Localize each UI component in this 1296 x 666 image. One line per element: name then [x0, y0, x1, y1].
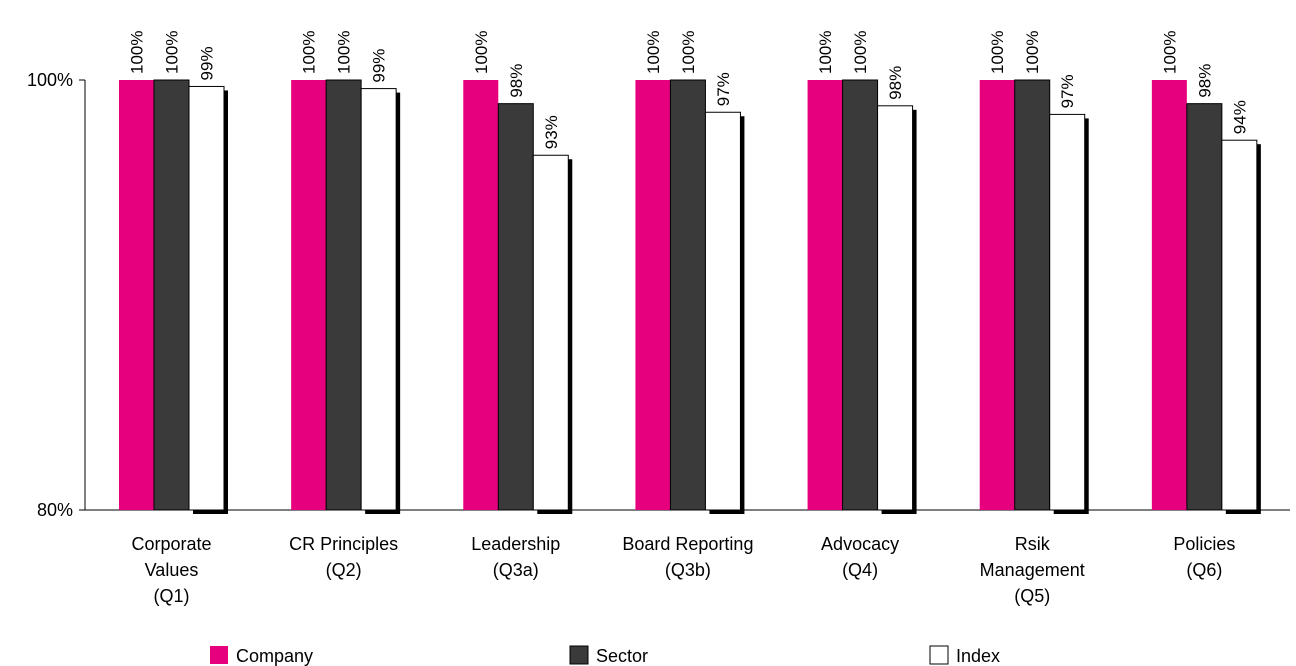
sector-bar — [325, 79, 362, 511]
category-label: (Q3b) — [665, 560, 711, 580]
category-label: Board Reporting — [622, 534, 753, 554]
index-data-label: 99% — [370, 49, 389, 83]
index-bar — [532, 154, 569, 511]
index-data-label: 94% — [1230, 100, 1249, 134]
company-bar — [291, 80, 327, 510]
y-tick-label: 100% — [27, 70, 73, 90]
sector-data-label: 98% — [1195, 64, 1214, 98]
sector-bar — [153, 79, 190, 511]
category-label: (Q2) — [326, 560, 362, 580]
index-data-label: 93% — [542, 115, 561, 149]
category-label: (Q5) — [1014, 586, 1050, 606]
category-label: (Q6) — [1186, 560, 1222, 580]
category-label: Rsik — [1015, 534, 1051, 554]
category-label: Values — [145, 560, 199, 580]
bars — [119, 79, 1261, 515]
sector-bar — [1014, 79, 1051, 511]
category-label: Advocacy — [821, 534, 899, 554]
sector-data-label: 100% — [679, 31, 698, 74]
company-data-label: 100% — [988, 31, 1007, 74]
company-data-label: 100% — [1160, 31, 1179, 74]
index-bar — [360, 88, 397, 511]
company-bar — [635, 80, 671, 510]
legend-swatch-index — [929, 645, 949, 665]
category-label: Corporate — [131, 534, 211, 554]
company-bar — [1151, 80, 1187, 510]
index-data-label: 99% — [198, 46, 217, 80]
legend: Company Sector Index — [210, 645, 1000, 666]
company-bar — [119, 80, 154, 510]
index-data-label: 97% — [714, 72, 733, 106]
company-data-label: 100% — [128, 31, 147, 74]
category-label: (Q4) — [842, 560, 878, 580]
index-bar — [1221, 139, 1258, 511]
sector-data-label: 100% — [851, 31, 870, 74]
company-bar — [807, 80, 843, 510]
sector-bar — [669, 79, 706, 511]
sector-data-label: 100% — [335, 31, 354, 74]
legend-label-sector: Sector — [596, 646, 648, 666]
y-tick-label: 80% — [37, 500, 73, 520]
category-label: Policies — [1173, 534, 1235, 554]
category-labels: Corporate Values (Q1) CR Principles (Q2) Lead… — [131, 534, 1235, 606]
sector-data-label: 100% — [1023, 31, 1042, 74]
category-label: (Q3a) — [493, 560, 539, 580]
index-data-label: 98% — [886, 66, 905, 100]
company-bar — [979, 80, 1015, 510]
legend-swatch-company — [210, 646, 228, 664]
data-labels: 100% 100% 99% 100% 100% 99% 100% 98% 93% 100% 100%… — [128, 31, 1250, 150]
sector-bar — [1186, 103, 1223, 511]
legend-swatch-sector — [569, 645, 589, 665]
company-data-label: 100% — [816, 31, 835, 74]
category-label: CR Principles — [289, 534, 398, 554]
index-data-label: 97% — [1058, 74, 1077, 108]
company-data-label: 100% — [644, 31, 663, 74]
category-label: Management — [980, 560, 1085, 580]
sector-bar — [497, 103, 534, 511]
category-label: (Q1) — [154, 586, 190, 606]
axes: 80% 100% — [27, 70, 1290, 520]
sector-bar — [842, 79, 879, 511]
index-bar — [704, 111, 741, 511]
index-bar — [188, 85, 225, 511]
company-bar — [463, 80, 499, 510]
legend-label-index: Index — [956, 646, 1000, 666]
company-data-label: 100% — [472, 31, 491, 74]
sector-data-label: 98% — [507, 64, 526, 98]
sector-data-label: 100% — [163, 31, 182, 74]
category-label: Leadership — [471, 534, 560, 554]
company-data-label: 100% — [300, 31, 319, 74]
index-bar — [1049, 113, 1086, 511]
legend-label-company: Company — [236, 646, 313, 666]
index-bar — [877, 105, 914, 511]
